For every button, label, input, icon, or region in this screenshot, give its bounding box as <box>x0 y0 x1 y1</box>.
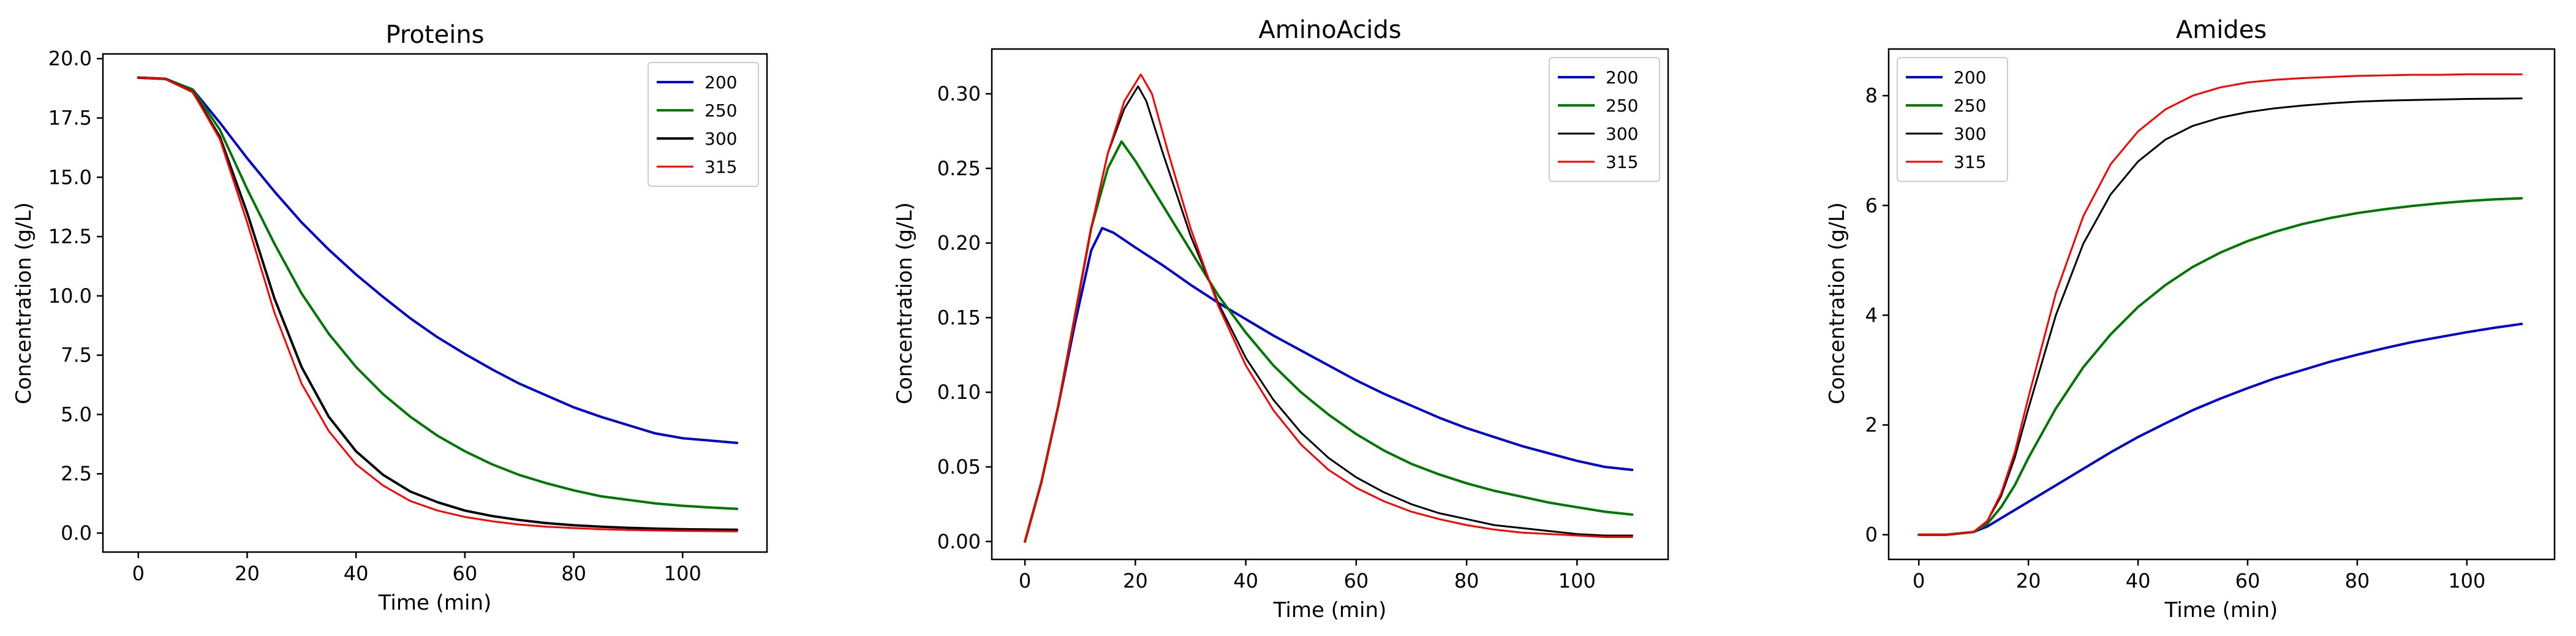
legend-label: 200 <box>1954 67 1986 88</box>
axes-frame <box>1887 48 2556 561</box>
x-tick-label: 0 <box>1913 569 1925 592</box>
chart-panel-amino-acids: AminoAcids Time (min) Concentration (g/L… <box>893 16 1669 623</box>
plot-area: 0 20 40 60 80 100 0.00 0.05 0.10 0.15 0.20 0.25 0.30… <box>937 48 1669 592</box>
x-axis-label: Time (min) <box>378 591 492 615</box>
x-tick-label: 20 <box>2016 569 2041 592</box>
legend-label: 300 <box>1954 124 1986 144</box>
y-tick-label: 0.20 <box>937 232 981 255</box>
x-tick-label: 40 <box>344 562 369 585</box>
y-tick-label: 0.05 <box>937 455 981 479</box>
x-tick-label: 40 <box>2126 569 2151 592</box>
series-line-250 <box>1917 197 2523 536</box>
series-line-300 <box>137 76 739 531</box>
series-line-200 <box>137 76 739 444</box>
y-tick-label: 0.30 <box>937 82 981 105</box>
x-tick-label: 0 <box>1019 569 1031 592</box>
chart-title: AminoAcids <box>1258 16 1401 44</box>
x-tick-label: 20 <box>1123 569 1148 592</box>
y-tick-label: 5.0 <box>61 403 92 426</box>
legend-label: 300 <box>704 129 737 149</box>
chart-panel-amides: Amides Time (min) Concentration (g/L) 0 2… <box>1825 16 2556 623</box>
x-tick-label: 100 <box>1558 569 1596 592</box>
series-group <box>1024 73 1634 543</box>
y-tick-label: 6 <box>1865 194 1878 217</box>
x-tick-label: 60 <box>453 562 478 585</box>
legend-label: 315 <box>1606 152 1638 172</box>
legend-label: 250 <box>704 100 737 121</box>
series-line-300 <box>1917 97 2523 536</box>
legend-label: 315 <box>1954 152 1986 172</box>
series-line-200 <box>1917 322 2523 536</box>
x-axis-label: Time (min) <box>1273 598 1387 623</box>
x-tick-label: 60 <box>1343 569 1369 592</box>
legend-label: 200 <box>1606 67 1638 88</box>
axes-frame <box>991 48 1669 561</box>
chart-panel-proteins: Proteins Time (min) Concentration (g/L) … <box>12 21 768 615</box>
legend-label: 300 <box>1606 124 1638 144</box>
legend: 200 250 300 315 <box>648 62 759 187</box>
y-tick-label: 15.0 <box>48 165 92 189</box>
y-tick-label: 0 <box>1865 523 1878 547</box>
y-axis-label: Concentration (g/L) <box>893 202 917 404</box>
y-tick-label: 2.5 <box>61 462 92 485</box>
legend-label: 200 <box>704 72 737 93</box>
chart-title: Amides <box>2176 16 2267 44</box>
legend: 200 250 300 315 <box>1549 57 1660 182</box>
x-tick-label: 60 <box>2235 569 2261 592</box>
series-group <box>137 76 739 532</box>
y-axis-label: Concentration (g/L) <box>12 202 36 404</box>
y-tick-label: 20.0 <box>48 47 92 70</box>
series-line-315 <box>137 77 738 532</box>
plot-area: 0 20 40 60 80 100 0.0 2.5 5.0 7.5 10.0 12.5 15.0 17.5… <box>48 47 768 585</box>
x-tick-label: 80 <box>2345 569 2370 592</box>
y-tick-label: 0.15 <box>937 306 981 329</box>
x-tick-label: 80 <box>561 562 586 585</box>
x-tick-label: 100 <box>2448 569 2485 592</box>
y-tick-label: 7.5 <box>61 344 92 367</box>
axes-frame <box>102 53 768 553</box>
legend-label: 250 <box>1954 96 1986 116</box>
y-tick-label: 0.0 <box>61 521 92 545</box>
legend-frame <box>1549 57 1660 182</box>
legend-label: 315 <box>704 157 737 177</box>
legend-frame <box>1897 57 2008 182</box>
y-axis-label: Concentration (g/L) <box>1825 202 1849 404</box>
y-tick-label: 0.10 <box>937 380 981 404</box>
series-group <box>1917 73 2523 536</box>
legend: 200 250 300 315 <box>1897 57 2008 182</box>
y-tick-label: 0.00 <box>937 530 981 553</box>
chart-title: Proteins <box>385 21 484 49</box>
series-line-315 <box>1917 73 2523 536</box>
series-line-250 <box>137 76 739 510</box>
y-tick-label: 17.5 <box>48 107 92 130</box>
x-tick-label: 80 <box>1454 569 1479 592</box>
legend-label: 250 <box>1606 96 1638 116</box>
y-tick-label: 8 <box>1865 84 1878 107</box>
x-tick-label: 100 <box>664 562 701 585</box>
y-tick-label: 0.25 <box>937 157 981 180</box>
y-tick-label: 4 <box>1865 303 1878 327</box>
y-tick-label: 12.5 <box>48 225 92 248</box>
x-tick-label: 20 <box>235 562 260 585</box>
x-tick-label: 0 <box>132 562 145 585</box>
plot-area: 0 20 40 60 80 100 0 2 4 6 8 200 250 300 315 <box>1865 48 2556 592</box>
y-tick-label: 2 <box>1865 414 1878 437</box>
series-line-200 <box>1024 227 1634 543</box>
y-tick-label: 10.0 <box>48 284 92 308</box>
legend-frame <box>648 62 759 187</box>
x-tick-label: 40 <box>1233 569 1258 592</box>
series-line-315 <box>1024 73 1633 543</box>
x-axis-label: Time (min) <box>2164 598 2278 623</box>
